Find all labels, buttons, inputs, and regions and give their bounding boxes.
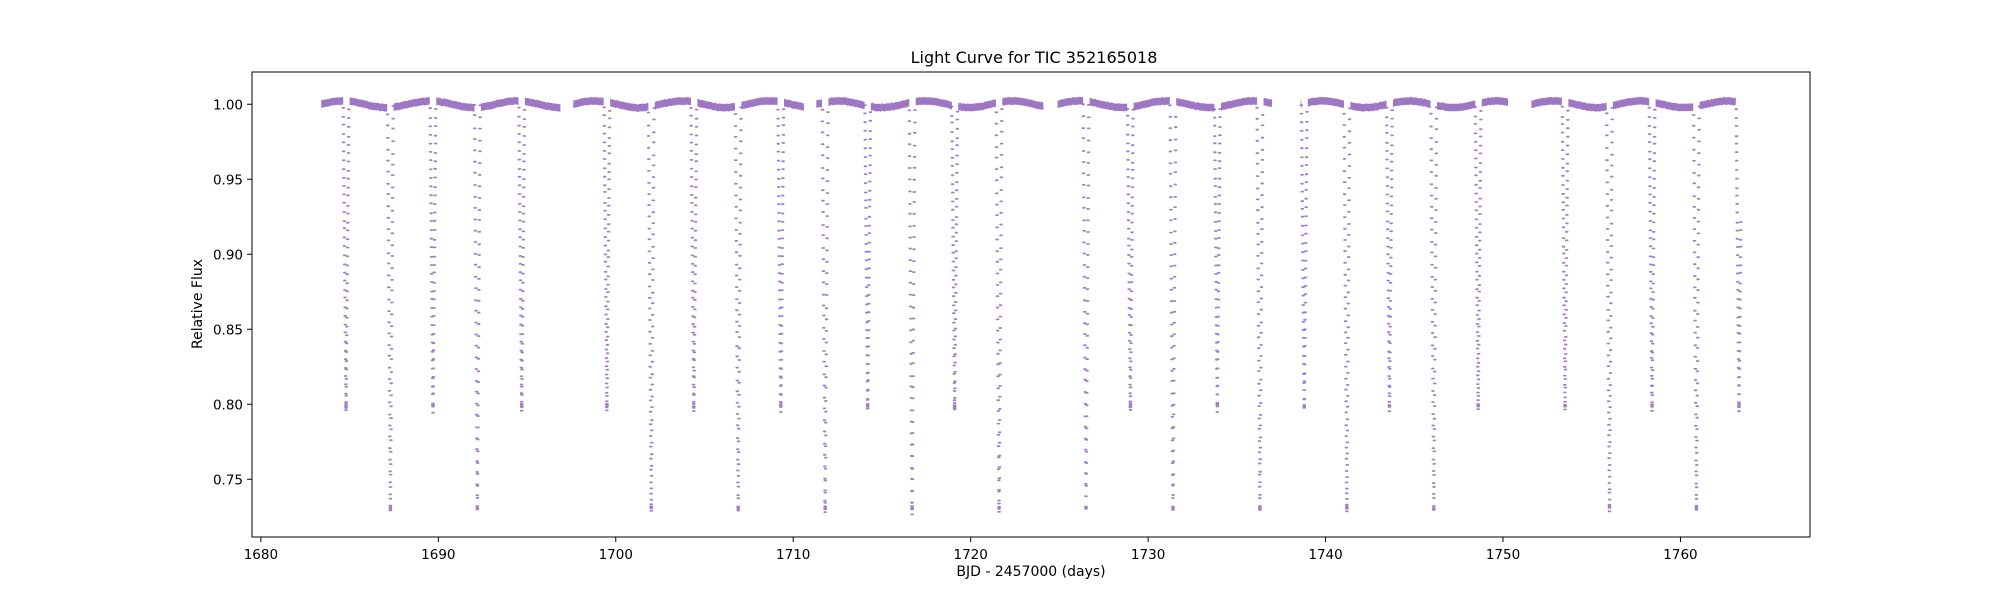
y-tick-label: 0.95 — [213, 172, 243, 188]
x-tick-label: 1740 — [1308, 547, 1342, 563]
y-tick-label: 0.90 — [213, 247, 243, 263]
x-tick-label: 1720 — [953, 547, 987, 563]
baseline-flux-band — [816, 96, 1044, 112]
y-tick-label: 0.75 — [213, 472, 243, 488]
baseline-flux-band — [573, 96, 804, 113]
baseline-flux-band — [321, 96, 561, 112]
y-tick-label: 0.85 — [213, 322, 243, 338]
y-tick-label: 1.00 — [213, 97, 243, 113]
y-axis-label: Relative Flux — [190, 259, 206, 349]
axes-frame — [251, 71, 1811, 538]
x-tick-label: 1690 — [421, 547, 455, 563]
eclipse-flux-points — [341, 103, 1743, 516]
x-tick-label: 1760 — [1663, 547, 1697, 563]
x-tick-label: 1680 — [244, 547, 278, 563]
baseline-flux-band — [1300, 96, 1508, 112]
plot-area — [321, 96, 1743, 516]
y-tick-label: 0.80 — [213, 397, 243, 413]
x-tick-label: 1710 — [776, 547, 810, 563]
x-tick-label: 1730 — [1131, 547, 1165, 563]
x-tick-label: 1700 — [599, 547, 633, 563]
x-axis: 1680 1690 1700 1710 1720 1730 1740 1750 1760 — [244, 537, 1698, 563]
baseline-flux-band — [1531, 96, 1736, 112]
baseline-flux-band — [1057, 96, 1272, 112]
y-axis: 0.75 0.80 0.85 0.90 0.95 1.00 — [213, 97, 252, 488]
chart-title: Light Curve for TIC 352165018 — [911, 48, 1158, 67]
x-axis-label: BJD - 2457000 (days) — [956, 564, 1105, 580]
x-tick-label: 1750 — [1486, 547, 1520, 563]
